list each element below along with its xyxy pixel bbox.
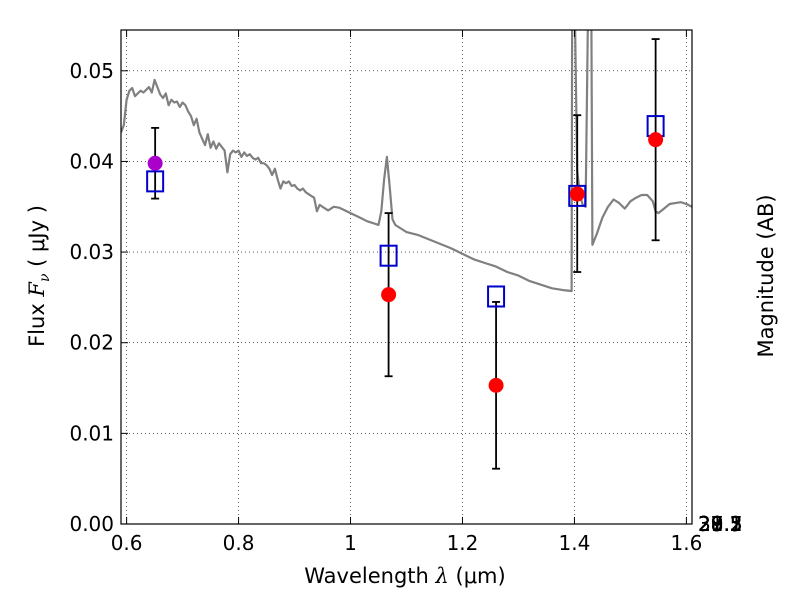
- y-tick-labels: 0.00 0.01 0.02 0.03 0.04 0.05: [69, 59, 114, 536]
- x-tick-label: 0.8: [223, 531, 255, 555]
- model-photometry-square: [487, 285, 506, 308]
- x-axis-label: Wavelength λ (μm): [304, 564, 505, 588]
- observed-point: [488, 377, 504, 393]
- magnitude-tick-label: 27.5: [698, 512, 743, 536]
- magnitude-tick-label: 28.2: [698, 512, 743, 536]
- model-photometry-square: [568, 184, 587, 207]
- magnitude-tick-label: 27.7: [698, 512, 743, 536]
- x-tick-label: 1.2: [447, 531, 479, 555]
- y-tick-label: 0.05: [69, 59, 114, 83]
- magnitude-tick-label: 27.1: [698, 512, 743, 536]
- magnitude-tick-label: 29: [698, 512, 723, 536]
- x-tick-labels: 0.6 0.8 1 1.2 1.4 1.6: [111, 531, 703, 555]
- y-tick-label: 0.02: [69, 331, 114, 355]
- magnitude-tick-label: 31: [698, 512, 723, 536]
- y-tick-label: 0.03: [69, 240, 114, 264]
- model-photometry-square: [379, 244, 398, 267]
- observed-point: [569, 186, 585, 202]
- observed-point: [381, 287, 397, 303]
- observed-points: [147, 132, 664, 393]
- magnitude-tick-label: 30: [698, 512, 723, 536]
- grid-lines: [121, 30, 692, 525]
- error-bars: [151, 38, 660, 470]
- magnitude-tick-label: 29.5: [698, 512, 743, 536]
- axis-ticks: [121, 30, 692, 525]
- model-photometry-square: [146, 170, 165, 193]
- magnitude-tick-label: 28.5: [698, 512, 743, 536]
- x-tick-label: 1.4: [559, 531, 591, 555]
- y-axis-label: Flux Fν ( μJy ): [25, 205, 53, 347]
- model-spectrum-line: [121, 30, 692, 293]
- observed-point: [147, 155, 163, 171]
- model-spectrum: [121, 30, 692, 293]
- x-tick-label: 1: [344, 531, 357, 555]
- x-tick-label: 1.6: [670, 531, 702, 555]
- plot-frame: [120, 29, 693, 525]
- y-tick-label: 0.04: [69, 149, 114, 173]
- x-tick-label: 0.6: [111, 531, 143, 555]
- y-tick-label: 0.00: [69, 512, 114, 536]
- magnitude-tick-label: 27.3: [698, 512, 743, 536]
- observed-point: [648, 132, 664, 148]
- y-tick-label: 0.01: [69, 421, 114, 445]
- magnitude-tick-label: 28: [698, 512, 723, 536]
- right-axis-label: Magnitude (AB): [754, 194, 778, 357]
